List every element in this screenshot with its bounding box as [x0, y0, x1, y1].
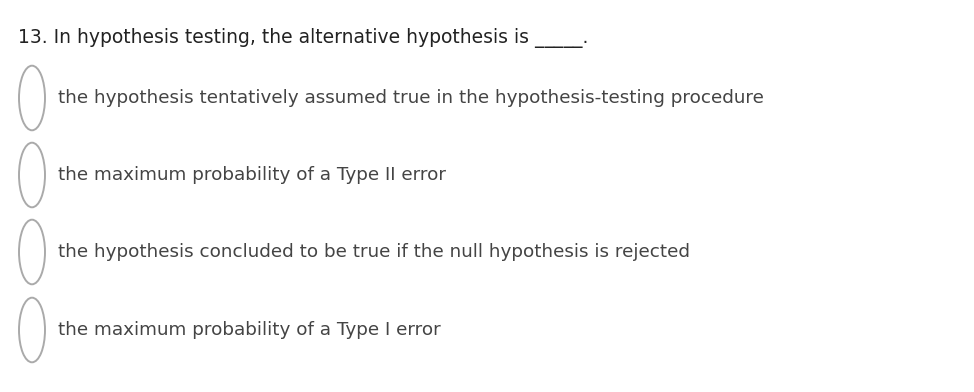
Text: the hypothesis tentatively assumed true in the hypothesis-testing procedure: the hypothesis tentatively assumed true …: [58, 89, 764, 107]
Text: the maximum probability of a Type II error: the maximum probability of a Type II err…: [58, 166, 446, 184]
Text: the maximum probability of a Type I error: the maximum probability of a Type I erro…: [58, 321, 441, 339]
Text: the hypothesis concluded to be true if the null hypothesis is rejected: the hypothesis concluded to be true if t…: [58, 243, 690, 261]
Text: 13. In hypothesis testing, the alternative hypothesis is _____.: 13. In hypothesis testing, the alternati…: [18, 28, 588, 48]
